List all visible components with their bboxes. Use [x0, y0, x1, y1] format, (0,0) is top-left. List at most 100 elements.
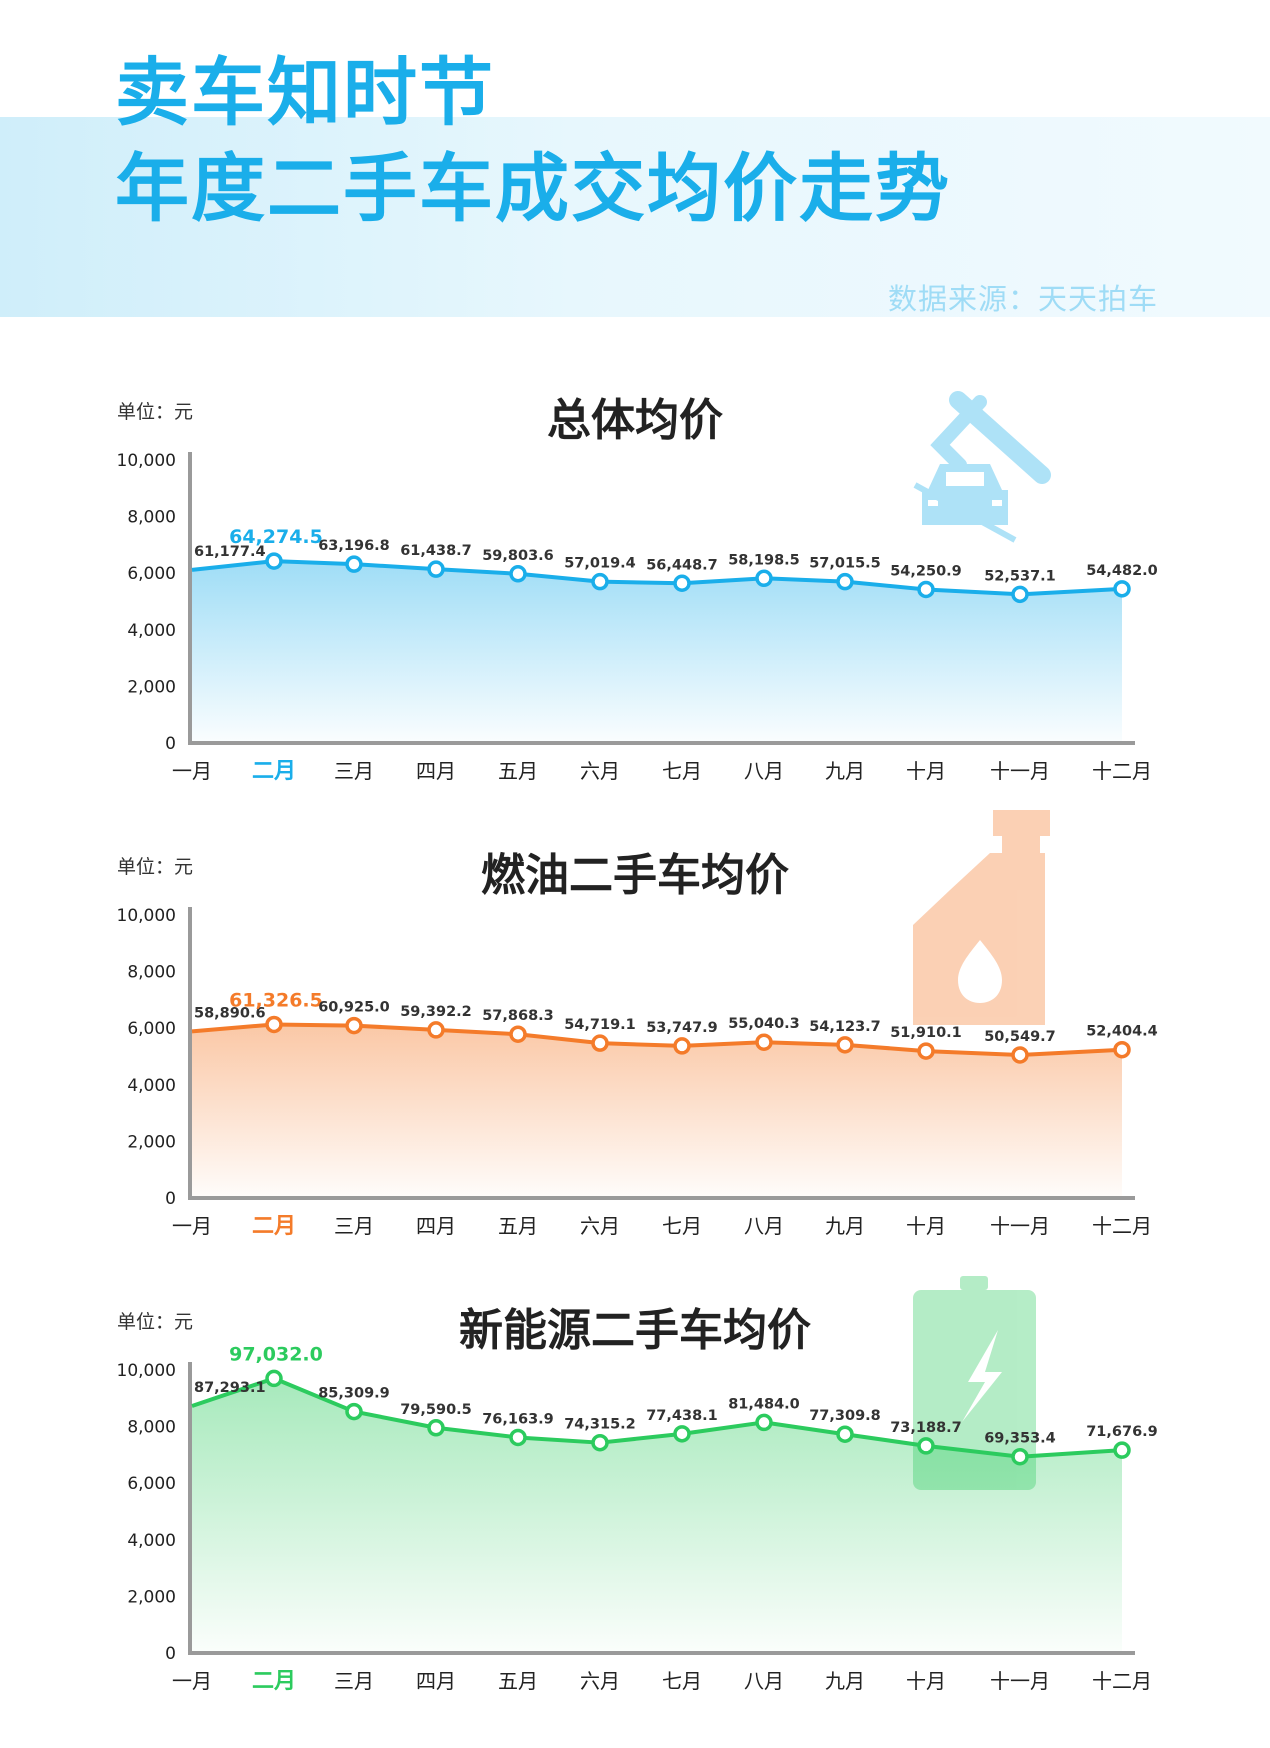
- data-label: 77,438.1: [646, 1408, 718, 1424]
- data-label: 81,484.0: [728, 1396, 800, 1412]
- y-tick-label: 4,000: [127, 1076, 176, 1096]
- data-label: 50,549.7: [984, 1029, 1056, 1045]
- data-point: [1011, 1447, 1029, 1466]
- series-line: [191, 559, 1123, 597]
- data-label: 64,274.5: [229, 526, 323, 548]
- x-tick-label: 十一月: [990, 759, 1050, 783]
- x-tick-label: 三月: [334, 1214, 374, 1238]
- x-tick-label: 六月: [580, 759, 620, 783]
- x-tick-label: 八月: [744, 1669, 784, 1693]
- data-point: [836, 572, 854, 591]
- data-point: [345, 1402, 363, 1421]
- series-area: [192, 561, 1122, 743]
- series-line: [191, 1022, 1123, 1057]
- data-point: [673, 1037, 691, 1055]
- data-label: 57,019.4: [564, 556, 636, 572]
- data-label: 59,392.2: [400, 1004, 472, 1020]
- x-tick-label: 四月: [416, 1669, 456, 1693]
- unit-label: 单位：元: [117, 401, 193, 423]
- y-tick-label: 2,000: [127, 677, 176, 697]
- x-tick-label: 一月: [172, 759, 212, 783]
- data-point: [591, 572, 609, 591]
- data-point: [673, 574, 691, 593]
- data-label: 54,250.9: [890, 563, 962, 579]
- data-point: [1011, 1046, 1029, 1064]
- x-tick-label: 一月: [172, 1214, 212, 1238]
- data-point: [265, 1015, 283, 1034]
- battery-body: [913, 1290, 1036, 1490]
- x-tick-label: 十一月: [990, 1214, 1050, 1238]
- data-label: 57,868.3: [482, 1008, 554, 1024]
- x-tick-label: 十二月: [1092, 759, 1152, 783]
- y-tick-label: 0: [165, 1644, 176, 1664]
- lightning-icon: [962, 1330, 1002, 1422]
- y-tick-label: 6,000: [127, 1019, 176, 1039]
- data-label: 74,315.2: [564, 1417, 636, 1433]
- data-label: 71,676.9: [1086, 1424, 1158, 1440]
- car-body: [922, 464, 1008, 525]
- data-point: [1113, 1040, 1131, 1059]
- oil-can-body: [913, 853, 1045, 1025]
- data-label: 58,890.6: [194, 1005, 266, 1021]
- x-tick-label: 十二月: [1092, 1669, 1152, 1693]
- ev-price-chart: 单位：元 新能源二手车均价 10,000 8,000 6,000 4,000 2,000 0 8…: [117, 1276, 1158, 1694]
- x-tick-label: 六月: [580, 1669, 620, 1693]
- x-tick-label: 八月: [744, 759, 784, 783]
- data-label: 63,196.8: [318, 538, 390, 554]
- y-tick-label: 10,000: [117, 451, 176, 471]
- oil-can-cap: [993, 810, 1050, 836]
- x-tick-label: 七月: [662, 759, 702, 783]
- chart-title: 总体均价: [547, 395, 723, 446]
- data-label: 76,163.9: [482, 1411, 554, 1427]
- page-title-line1: 卖车知时节: [115, 50, 495, 136]
- y-tick-label: 6,000: [127, 564, 176, 584]
- y-tick-label: 8,000: [127, 1418, 176, 1438]
- data-point: [755, 1413, 773, 1432]
- y-tick-label: 2,000: [127, 1132, 176, 1152]
- x-tick-label: 五月: [498, 759, 538, 783]
- lift-hook: [930, 395, 987, 472]
- y-tick-label: 2,000: [127, 1587, 176, 1607]
- x-tick-label: 十月: [906, 759, 946, 783]
- data-point: [345, 1016, 363, 1035]
- x-tick-label: 四月: [416, 1214, 456, 1238]
- y-tick-label: 4,000: [127, 621, 176, 641]
- header-band: [0, 117, 1270, 317]
- data-source-label: 数据来源：天天拍车: [887, 282, 1158, 316]
- data-label: 54,719.1: [564, 1017, 636, 1033]
- chart-title: 新能源二手车均价: [459, 1305, 811, 1356]
- series-area: [192, 1024, 1122, 1198]
- data-point: [755, 1033, 773, 1051]
- unit-label: 单位：元: [117, 856, 193, 878]
- data-point: [265, 1369, 283, 1388]
- data-point: [1113, 1441, 1131, 1459]
- y-tick-label: 8,000: [127, 963, 176, 983]
- data-point: [673, 1425, 691, 1443]
- y-tick-label: 4,000: [127, 1531, 176, 1551]
- x-tick-label: 七月: [662, 1669, 702, 1693]
- x-tick-label: 二月: [252, 759, 296, 784]
- x-tick-label: 七月: [662, 1214, 702, 1238]
- series-line: [191, 1376, 1123, 1459]
- data-label: 77,309.8: [809, 1408, 881, 1424]
- data-point: [917, 1437, 935, 1455]
- data-point: [509, 1428, 527, 1447]
- data-label: 57,015.5: [809, 556, 881, 572]
- data-point: [509, 565, 527, 583]
- car-light-left: [928, 500, 938, 506]
- data-label: 59,803.6: [482, 548, 554, 564]
- x-tick-label: 八月: [744, 1214, 784, 1238]
- x-tick-label: 十一月: [990, 1669, 1050, 1693]
- battery-terminal: [960, 1276, 988, 1290]
- oil-drop-icon: [958, 940, 1002, 1003]
- car-light-right: [992, 500, 1002, 506]
- y-tick-label: 10,000: [117, 906, 176, 926]
- x-tick-label: 九月: [825, 759, 865, 783]
- chart-title: 燃油二手车均价: [481, 850, 789, 901]
- x-tick-label: 五月: [498, 1669, 538, 1693]
- data-label: 52,404.4: [1086, 1024, 1158, 1040]
- data-label: 61,438.7: [400, 543, 472, 559]
- x-tick-label: 五月: [498, 1214, 538, 1238]
- unit-label: 单位：元: [117, 1311, 193, 1333]
- data-point: [427, 1419, 445, 1437]
